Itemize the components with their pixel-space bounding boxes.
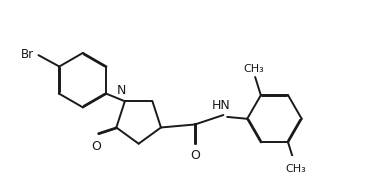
Text: N: N	[117, 84, 126, 97]
Text: HN: HN	[212, 99, 231, 112]
Text: O: O	[190, 149, 200, 162]
Text: CH₃: CH₃	[285, 163, 306, 173]
Text: O: O	[91, 140, 102, 153]
Text: Br: Br	[21, 48, 34, 61]
Text: CH₃: CH₃	[243, 64, 264, 74]
